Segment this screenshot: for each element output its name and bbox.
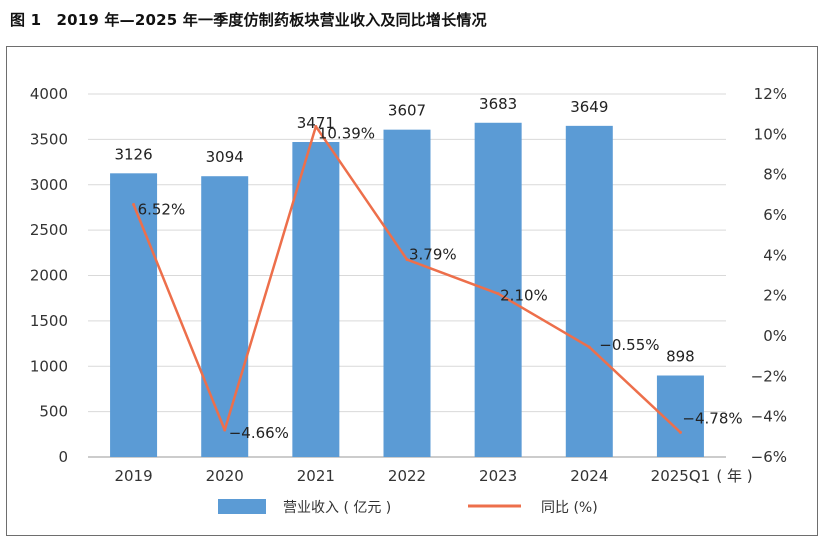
y-left-tick-label: 2500 (30, 221, 68, 239)
y-right-tick-label: 6% (763, 206, 787, 224)
y-right-tick-label: 4% (763, 246, 787, 264)
y-right-tick-label: −4% (751, 408, 787, 426)
x-tick-label: 2022 (388, 467, 426, 485)
y-left-tick-label: 3500 (30, 130, 68, 148)
y-right-tick-label: −2% (751, 367, 787, 385)
legend-label-bar: 营业收入 ( 亿元 ) (283, 500, 391, 516)
y-right-tick-label: 12% (754, 85, 787, 103)
y-left-tick-label: 4000 (30, 85, 68, 103)
y-left-tick-label: 0 (58, 448, 68, 466)
bar (383, 129, 431, 458)
bar (201, 176, 249, 458)
bar-value-label: 3683 (479, 95, 517, 113)
chart-title: 图 1 2019 年—2025 年一季度仿制药板块营业收入及同比增长情况 (10, 11, 487, 29)
y-left-tick-label: 1000 (30, 357, 68, 375)
line-value-label: −4.66% (229, 424, 289, 442)
line-value-label: 3.79% (409, 246, 457, 264)
line-value-label: 2.10% (500, 287, 548, 305)
line-point (587, 345, 591, 349)
legend-label-line: 同比 (%) (541, 500, 598, 516)
bar (565, 125, 613, 458)
y-left-tick-label: 500 (39, 403, 68, 421)
bar-value-label: 3094 (206, 148, 244, 166)
line-point (132, 203, 136, 207)
line-value-label: −4.78% (682, 409, 742, 427)
line-point (496, 292, 500, 296)
line-value-label: 6.52% (138, 201, 186, 219)
line-point (223, 428, 227, 432)
line-value-label: −0.55% (599, 336, 659, 354)
bar-value-label: 3607 (388, 102, 426, 120)
bar (474, 122, 522, 457)
x-tick-label: 2020 (206, 467, 244, 485)
y-left-tick-label: 2000 (30, 267, 68, 285)
y-right-tick-label: −6% (751, 448, 787, 466)
line-point (678, 430, 682, 434)
y-right-tick-label: 8% (763, 166, 787, 184)
bar-value-label: 3126 (114, 145, 152, 163)
x-tick-label: 2025Q1 (651, 467, 711, 485)
bar (110, 173, 158, 458)
bar (292, 142, 340, 457)
y-right-tick-label: 10% (754, 125, 787, 143)
legend-swatch-bar (218, 499, 266, 514)
y-left-tick-label: 1500 (30, 312, 68, 330)
x-tick-label: 2021 (297, 467, 335, 485)
y-left-tick-label: 3000 (30, 176, 68, 194)
bar-value-label: 3471 (297, 114, 335, 132)
bar-value-label: 3649 (570, 98, 608, 116)
line-point (314, 124, 318, 128)
y-right-tick-label: 0% (763, 327, 787, 345)
bar-value-label: 898 (666, 348, 695, 366)
x-tick-label: 2019 (114, 467, 152, 485)
x-tick-label: 2024 (570, 467, 608, 485)
line-value-label: 10.39% (318, 124, 375, 142)
y-right-tick-label: 2% (763, 287, 787, 305)
x-tick-label: 2023 (479, 467, 517, 485)
x-unit-label: ( 年 ) (716, 467, 752, 485)
line-point (405, 258, 409, 262)
chart-frame (6, 46, 818, 536)
